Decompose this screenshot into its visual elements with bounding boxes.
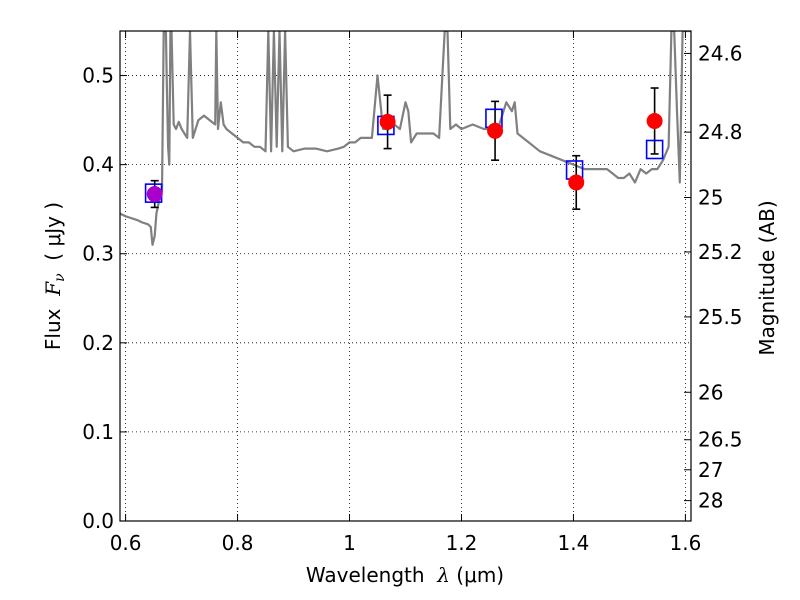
x-tick-label-3: 1.2 (446, 531, 478, 555)
right-axis-label: Magnitude (AB) (755, 200, 779, 355)
y-axis-label-unit: ( μJy ) (41, 202, 65, 274)
model-point-4 (645, 139, 664, 160)
y-tick-label-4: 0.4 (82, 153, 114, 177)
x-axis-label-prefix: Wavelength (306, 563, 437, 587)
y-tick-label-1: 0.1 (82, 420, 114, 444)
x-axis-label: Wavelength λ (μm) (306, 563, 504, 587)
y-axis-label-subscript: ν (52, 273, 68, 282)
grid (120, 31, 691, 522)
y-tick-label-3: 0.3 (82, 242, 114, 266)
right-tick-label-3: 25.2 (698, 240, 743, 264)
right-tick-label-8: 28 (698, 489, 723, 513)
y-axis-label-symbol: F (41, 281, 65, 297)
y-axis-ticks: 0.0 0.1 0.2 0.3 0.4 0.5 (82, 64, 127, 533)
x-axis-ticks: 0.6 0.8 1 1.2 1.4 1.6 (110, 31, 701, 555)
observed-point-0 (146, 186, 163, 203)
right-tick-label-0: 24.6 (698, 41, 743, 65)
template-spectrum-line (120, 31, 691, 246)
right-tick-label-4: 25.5 (698, 305, 743, 329)
right-tick-label-7: 27 (698, 458, 723, 482)
right-tick-label-2: 25 (698, 186, 723, 210)
observed-points-layer (146, 112, 663, 203)
y-tick-label-5: 0.5 (82, 64, 114, 88)
right-tick-label-1: 24.8 (698, 120, 743, 144)
x-axis-label-symbol: λ (436, 563, 450, 587)
x-tick-label-4: 1.4 (558, 531, 590, 555)
y-axis-label: Flux Fν ( μJy ) (41, 202, 68, 350)
x-tick-label-5: 1.6 (669, 531, 701, 555)
observed-point-1 (379, 113, 396, 130)
template-spectrum-layer (120, 31, 691, 246)
y-tick-label-0: 0.0 (82, 509, 114, 533)
observed-point-2 (487, 122, 504, 139)
plot-frame (119, 30, 692, 522)
right-tick-label-6: 26.5 (698, 428, 743, 452)
observed-point-3 (568, 174, 585, 191)
y-tick-label-2: 0.2 (82, 331, 114, 355)
observed-point-4 (646, 112, 663, 129)
x-axis-label-unit: (μm) (450, 563, 504, 587)
x-tick-label-1: 0.8 (222, 531, 254, 555)
x-tick-label-0: 0.6 (110, 531, 142, 555)
right-tick-label-5: 26 (698, 380, 723, 404)
right-axis-ticks: 24.6 24.8 25 25.2 25.5 26 26.5 27 28 (684, 41, 743, 513)
x-tick-label-2: 1 (343, 531, 356, 555)
y-axis-label-prefix: Flux (41, 296, 65, 350)
